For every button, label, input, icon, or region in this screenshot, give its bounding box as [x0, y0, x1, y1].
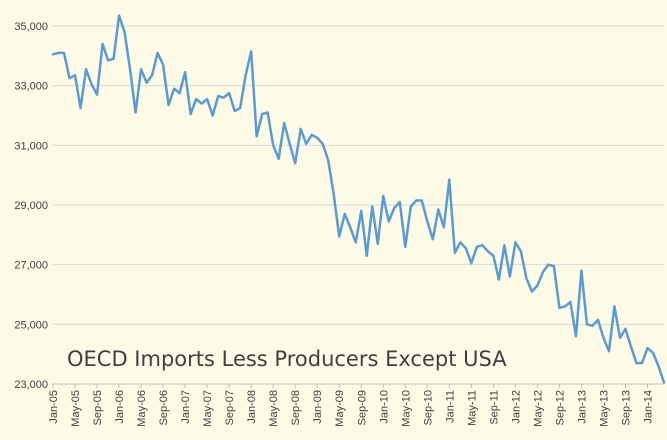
x-tick-label: Jan-13 [576, 390, 588, 424]
y-axis-ticks: 23,000 25,000 27,000 29,000 31,000 33,000 35,0… [14, 21, 48, 391]
y-tick-label: 27,000 [14, 260, 48, 272]
x-tick-label: Jan-08 [246, 390, 258, 424]
y-tick-label: 23,000 [14, 379, 48, 391]
x-tick-label: Jan-06 [114, 390, 126, 424]
y-tick-label: 29,000 [14, 200, 48, 212]
x-tick-label: Jan-10 [378, 390, 390, 424]
chart-title: OECD Imports Less Producers Except USA [67, 347, 507, 371]
x-tick-label: Sep-12 [554, 390, 566, 425]
x-tick-label: Sep-07 [224, 390, 236, 425]
x-tick-label: Jan-11 [444, 390, 456, 423]
x-tick-label: May-08 [268, 390, 280, 427]
gridlines [53, 25, 664, 385]
series-group [51, 14, 666, 384]
y-tick-label: 35,000 [14, 21, 48, 33]
x-tick-label: Jan-07 [180, 390, 192, 424]
x-tick-label: May-07 [202, 390, 214, 427]
y-tick-label: 25,000 [14, 319, 48, 331]
x-tick-label: Sep-10 [422, 390, 434, 425]
x-tick-label: May-12 [532, 390, 544, 427]
x-tick-label: May-10 [400, 390, 412, 427]
x-tick-label: Sep-13 [620, 390, 632, 425]
x-tick-label: Sep-08 [290, 390, 302, 425]
x-tick-label: Jan-05 [48, 390, 60, 424]
x-tick-label: Jan-14 [642, 390, 654, 424]
x-tick-label: May-13 [598, 390, 610, 427]
y-tick-label: 31,000 [14, 140, 48, 152]
x-tick-label: Jan-12 [510, 390, 522, 424]
x-tick-label: Sep-11 [488, 390, 500, 425]
x-tick-label: Sep-06 [158, 390, 170, 425]
x-tick-label: Jan-09 [312, 390, 324, 424]
x-tick-label: May-11 [466, 390, 478, 426]
x-tick-label: Sep-05 [92, 390, 104, 425]
y-tick-label: 33,000 [14, 81, 48, 93]
x-axis-ticks: Jan-05 May-05 Sep-05 Jan-06 May-06 Sep-06 Jan-… [48, 384, 654, 427]
x-tick-label: May-09 [334, 390, 346, 427]
series-line [51, 14, 666, 384]
x-tick-label: May-06 [136, 390, 148, 427]
x-tick-label: Sep-09 [356, 390, 368, 425]
x-tick-label: May-05 [70, 390, 82, 427]
